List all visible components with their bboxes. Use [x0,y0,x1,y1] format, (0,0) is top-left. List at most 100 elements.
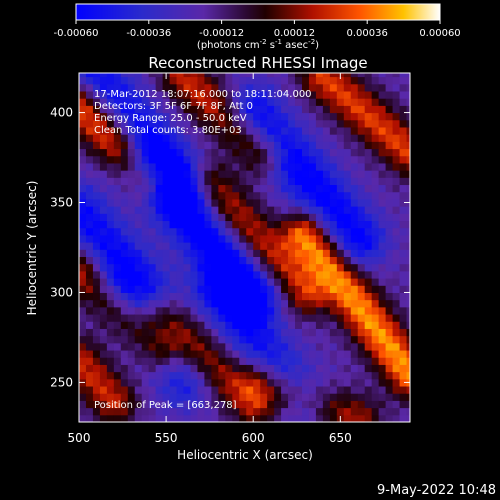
heatmap-cell [183,90,191,99]
heatmap-cell [357,76,366,85]
heatmap-cell [364,242,373,250]
heatmap-cell [392,141,401,150]
heatmap-cell [378,98,387,106]
heatmap-cell [288,393,296,401]
heatmap-cell [378,227,387,236]
heatmap-cell [260,386,268,394]
heatmap-cell [148,357,157,365]
heatmap-cell [301,407,310,416]
heatmap-cell [267,227,275,236]
heatmap-cell [218,386,226,394]
heatmap-cell [155,119,164,128]
heatmap-cell [239,314,247,322]
heatmap-cell [183,256,191,265]
heatmap-cell [92,198,101,207]
heatmap-cell [85,206,94,214]
heatmap-cell [392,285,401,293]
heatmap-cell [162,242,171,250]
heatmap-cell [371,400,380,409]
heatmap-cell [232,386,240,394]
heatmap-cell [99,184,108,193]
heatmap-cell [295,357,303,365]
heatmap-cell [239,83,247,92]
colorbar-tick-label: -0.00060 [54,28,99,39]
heatmap-cell [274,134,282,142]
heatmap-cell [169,73,178,78]
heatmap-cell [281,213,289,222]
heatmap-cell [79,73,87,78]
heatmap-cell [197,386,205,394]
heatmap-cell [211,227,219,236]
heatmap-cell [155,328,164,337]
heatmap-cell [211,256,219,265]
heatmap-cell [378,126,387,135]
heatmap-cell [295,184,303,193]
heatmap-cell [295,278,303,286]
heatmap-cell [267,306,275,315]
heatmap-cell [322,112,331,121]
heatmap-cell [274,170,282,178]
heatmap-cell [218,227,226,236]
heatmap-cell [218,141,226,150]
heatmap-cell [267,393,275,401]
heatmap-cell [288,364,296,373]
heatmap-cell [197,134,205,142]
heatmap-cell [288,263,296,272]
heatmap-cell [218,393,226,401]
heatmap-cell [274,234,282,243]
heatmap-cell [260,98,268,106]
heatmap-cell [343,321,352,329]
heatmap-cell [253,134,261,142]
heatmap-cell [204,126,212,135]
heatmap-cell [364,378,373,387]
heatmap-cell [385,321,394,329]
heatmap-cell [134,407,143,416]
heatmap-cell [85,285,94,293]
heatmap-cell [218,371,226,380]
heatmap-cell [127,112,136,121]
heatmap-cell [385,105,394,114]
heatmap-cell [260,119,268,128]
heatmap-cell [322,263,331,272]
heatmap-cell [211,83,219,92]
heatmap-cell [197,335,205,344]
heatmap-cell [141,249,150,257]
heatmap-cell [176,249,185,257]
heatmap-cell [357,148,366,157]
heatmap-cell [350,184,359,193]
heatmap-cell [239,321,247,329]
heatmap-cell [329,335,338,344]
heatmap-cell [239,220,247,229]
heatmap-cell [190,90,198,99]
heatmap-cell [176,191,185,200]
heatmap-cell [267,141,275,150]
heatmap-cell [378,299,387,308]
heatmap-cell [106,342,115,351]
heatmap-cell [274,378,282,387]
heatmap-cell [274,256,282,265]
heatmap-cell [155,177,164,186]
heatmap-cell [350,98,359,106]
heatmap-cell [85,328,94,337]
heatmap-cell [141,314,150,322]
heatmap-cell [106,242,115,250]
heatmap-cell [127,285,136,293]
heatmap-cell [204,98,212,106]
heatmap-cell [127,371,136,380]
heatmap-cell [246,227,254,236]
heatmap-cell [350,191,359,200]
heatmap-cell [308,270,317,279]
heatmap-cell [239,141,247,150]
heatmap-cell [295,134,303,142]
heatmap-cell [371,386,380,394]
heatmap-cell [113,321,122,329]
heatmap-cell [113,148,122,157]
heatmap-cell [343,76,352,85]
heatmap-cell [274,90,282,99]
heatmap-cell [211,328,219,337]
heatmap-cell [155,299,164,308]
heatmap-cell [79,83,87,92]
heatmap-cell [218,256,226,265]
heatmap-cell [141,278,150,286]
heatmap-cell [322,198,331,207]
